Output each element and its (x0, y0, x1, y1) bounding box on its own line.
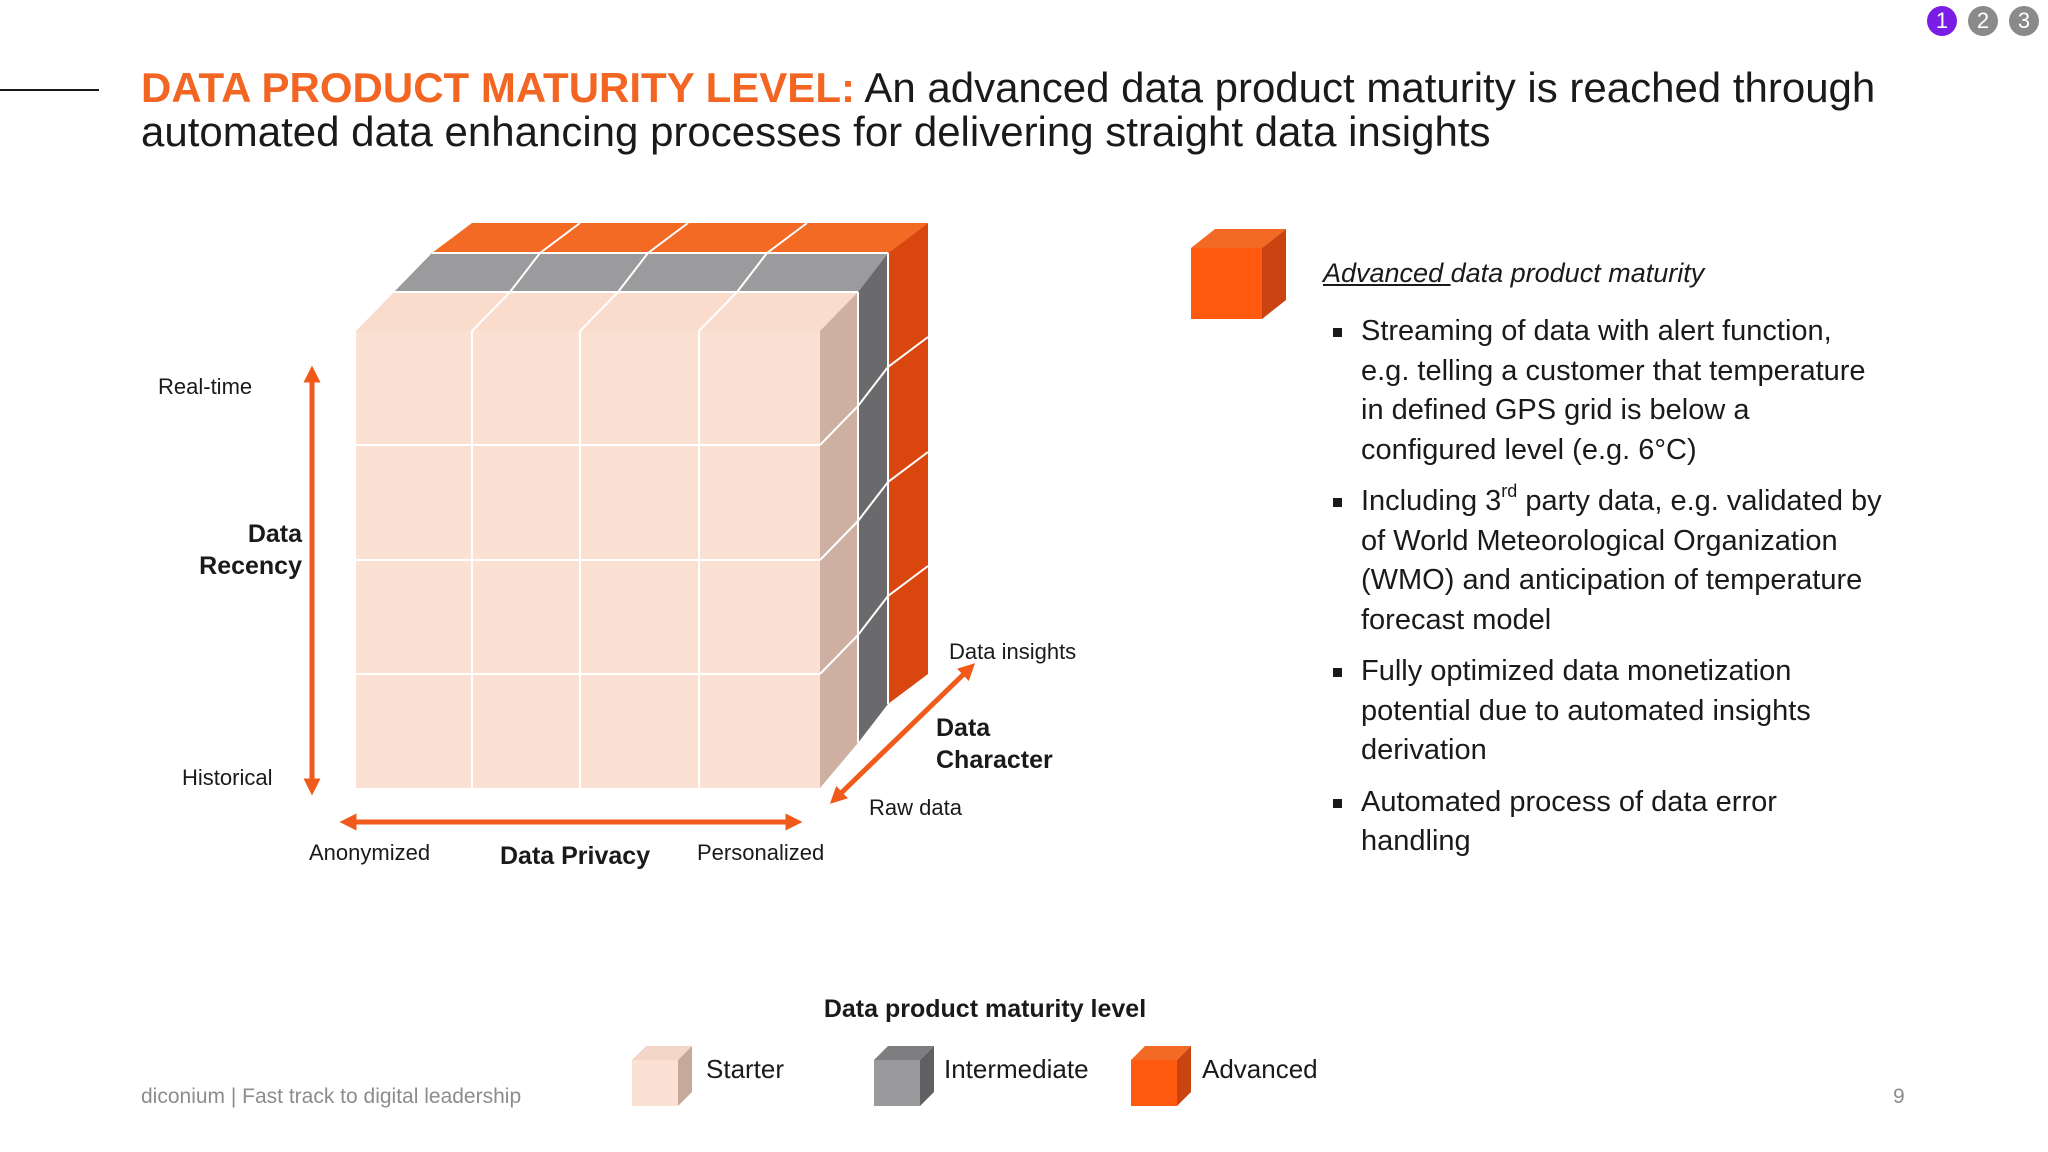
character-top-label: Data insights (949, 639, 1077, 664)
legend-cube-starter (632, 1046, 692, 1106)
recency-title-line2: Recency (199, 552, 302, 580)
details-bullet: Streaming of data with alert function, e… (1326, 312, 1886, 470)
bullet2-pre: Including 3 (1361, 485, 1502, 517)
page-dot-2[interactable]: 2 (1968, 6, 1998, 36)
details-heading-underlined: Advanced (1323, 258, 1451, 288)
details-bullet-list: Streaming of data with alert function, e… (1326, 312, 1886, 874)
page-number: 9 (1893, 1085, 1905, 1108)
legend-cube-intermediate (874, 1046, 934, 1106)
cube-grid-lines (356, 222, 929, 788)
recency-axis-title: Data Recency (150, 518, 302, 582)
legend-title: Data product maturity level (823, 995, 1147, 1023)
legend-label-intermediate: Intermediate (944, 1054, 1089, 1084)
privacy-axis-title: Data Privacy (500, 842, 651, 870)
recency-top-label: Real-time (158, 374, 253, 399)
title-rule (0, 89, 99, 91)
character-axis-arrow (829, 663, 976, 804)
cube-layer-starter (356, 292, 858, 788)
legend-cube-advanced (1131, 1046, 1191, 1106)
character-bottom-label: Raw data (869, 795, 962, 820)
details-heading: Advanced data product maturity (1323, 258, 1704, 289)
character-title-line1: Data (936, 714, 991, 742)
privacy-right-label: Personalized (697, 840, 825, 865)
recency-bottom-label: Historical (182, 765, 273, 790)
privacy-left-label: Anonymized (309, 840, 431, 865)
page-title: DATA PRODUCT MATURITY LEVEL: An advanced… (141, 66, 2001, 154)
cube-layer-advanced (432, 223, 928, 704)
recency-title-line1: Data (247, 520, 302, 548)
character-title-line2: Character (936, 746, 1053, 774)
details-bullet: Automated process of data error handling (1326, 783, 1886, 862)
details-bullet: Including 3rd party data, e.g. validated… (1326, 482, 1886, 640)
advanced-cube-icon (1191, 229, 1286, 319)
page-dot-1[interactable]: 1 (1927, 6, 1957, 36)
bullet2-sup: rd (1501, 481, 1518, 502)
title-text: An advanced data product maturity is rea… (141, 64, 1876, 155)
legend-label-advanced: Advanced (1202, 1054, 1318, 1084)
legend-label-starter: Starter (706, 1054, 785, 1084)
character-axis-title: Data Character (936, 712, 1053, 776)
title-highlight: DATA PRODUCT MATURITY LEVEL: (141, 64, 855, 111)
details-heading-rest: data product maturity (1450, 258, 1705, 288)
bullet2-post: party data, e.g. validated by of World M… (1361, 485, 1882, 636)
details-bullet: Fully optimized data monetization potent… (1326, 652, 1886, 771)
page-dot-3[interactable]: 3 (2009, 6, 2039, 36)
footer-text: diconium | Fast track to digital leaders… (141, 1085, 522, 1108)
